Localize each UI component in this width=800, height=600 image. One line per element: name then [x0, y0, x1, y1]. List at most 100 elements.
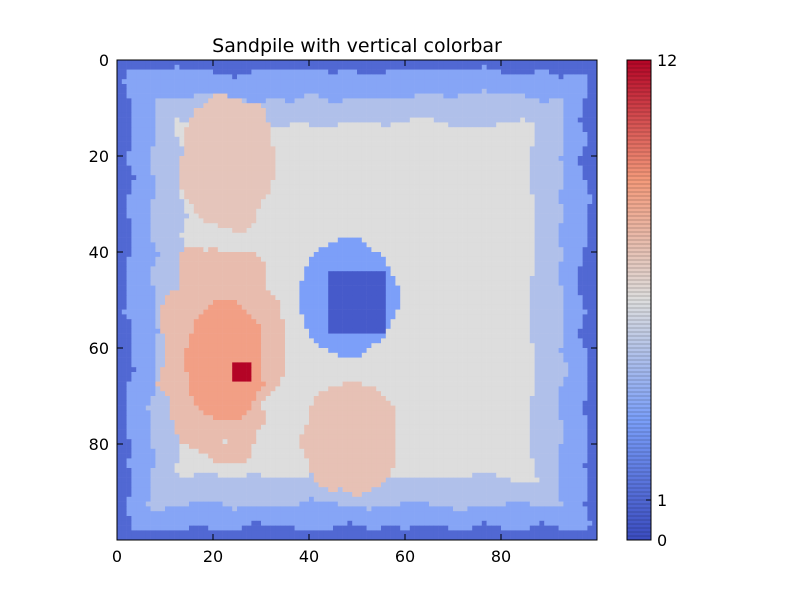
heatmap-cell [424, 290, 430, 296]
heatmap-cell [443, 127, 449, 133]
heatmap-cell [381, 98, 387, 104]
heatmap-cell [563, 74, 569, 80]
heatmap-cell [289, 252, 295, 258]
heatmap-cell [155, 79, 161, 85]
heatmap-cell [592, 194, 597, 200]
heatmap-cell [577, 208, 583, 214]
heatmap-cell [241, 93, 247, 99]
heatmap-cell [558, 122, 564, 128]
heatmap-cell [577, 213, 583, 219]
heatmap-cell [438, 165, 444, 171]
heatmap-cell [429, 64, 435, 70]
heatmap-cell [155, 199, 161, 205]
heatmap-cell [477, 261, 483, 267]
heatmap-cell [443, 170, 449, 176]
heatmap-cell [376, 266, 382, 272]
heatmap-cell [217, 208, 223, 214]
heatmap-cell [381, 295, 387, 301]
heatmap-cell [486, 103, 492, 109]
heatmap-cell [333, 290, 339, 296]
heatmap-cell [587, 175, 593, 181]
heatmap-cell [328, 189, 334, 195]
heatmap-cell [414, 93, 420, 99]
heatmap-cell [496, 285, 502, 291]
heatmap-cell [520, 175, 526, 181]
heatmap-cell [141, 160, 147, 166]
heatmap-cell [193, 218, 199, 224]
heatmap-cell [165, 156, 171, 162]
heatmap-cell [582, 271, 588, 277]
heatmap-cell [558, 252, 564, 258]
heatmap-cell [141, 136, 147, 142]
heatmap-cell [198, 280, 204, 286]
heatmap-cell [184, 122, 190, 128]
heatmap-cell [241, 271, 247, 277]
heatmap-cell [179, 290, 185, 296]
heatmap-cell [309, 223, 315, 229]
heatmap-cell [539, 64, 545, 70]
heatmap-cell [563, 208, 569, 214]
heatmap-cell [371, 165, 377, 171]
heatmap-cell [270, 132, 276, 138]
heatmap-cell [481, 79, 487, 85]
heatmap-cell [318, 276, 324, 282]
heatmap-cell [275, 79, 281, 85]
heatmap-cell [491, 285, 497, 291]
heatmap-cell [481, 160, 487, 166]
heatmap-cell [155, 252, 161, 258]
heatmap-cell [510, 194, 516, 200]
heatmap-cell [280, 127, 286, 133]
heatmap-cell [313, 156, 319, 162]
heatmap-cell [453, 271, 459, 277]
heatmap-cell [357, 256, 363, 262]
heatmap-cell [270, 228, 276, 234]
heatmap-cell [577, 146, 583, 152]
heatmap-cell [155, 170, 161, 176]
heatmap-cell [280, 170, 286, 176]
heatmap-cell [357, 223, 363, 229]
heatmap-cell [280, 141, 286, 147]
heatmap-cell [217, 136, 223, 142]
heatmap-cell [285, 290, 291, 296]
heatmap-cell [304, 242, 310, 248]
heatmap-cell [285, 146, 291, 152]
heatmap-cell [337, 160, 343, 166]
heatmap-cell [563, 93, 569, 99]
heatmap-cell [179, 247, 185, 253]
heatmap-cell [390, 141, 396, 147]
heatmap-cell [309, 208, 315, 214]
heatmap-cell [563, 228, 569, 234]
heatmap-cell [481, 271, 487, 277]
heatmap-cell [294, 108, 300, 114]
heatmap-cell [515, 232, 521, 238]
heatmap-cell [237, 285, 243, 291]
heatmap-cell [179, 261, 185, 267]
heatmap-cell [203, 232, 209, 238]
heatmap-cell [318, 170, 324, 176]
heatmap-cell [385, 88, 391, 94]
heatmap-cell [294, 165, 300, 171]
heatmap-cell [193, 223, 199, 229]
heatmap-cell [227, 237, 233, 243]
heatmap-cell [150, 237, 156, 243]
heatmap-cell [169, 213, 175, 219]
heatmap-cell [318, 295, 324, 301]
heatmap-cell [184, 218, 190, 224]
heatmap-cell [501, 151, 507, 157]
heatmap-cell [361, 237, 367, 243]
heatmap-cell [429, 213, 435, 219]
heatmap-cell [270, 127, 276, 133]
heatmap-cell [424, 199, 430, 205]
heatmap-cell [438, 189, 444, 195]
heatmap-cell [160, 98, 166, 104]
heatmap-cell [433, 160, 439, 166]
heatmap-cell [486, 141, 492, 147]
heatmap-cell [453, 112, 459, 118]
heatmap-cell [429, 232, 435, 238]
heatmap-cell [160, 122, 166, 128]
heatmap-cell [582, 266, 588, 272]
heatmap-cell [496, 98, 502, 104]
heatmap-cell [136, 108, 142, 114]
heatmap-cell [409, 213, 415, 219]
heatmap-cell [515, 180, 521, 186]
